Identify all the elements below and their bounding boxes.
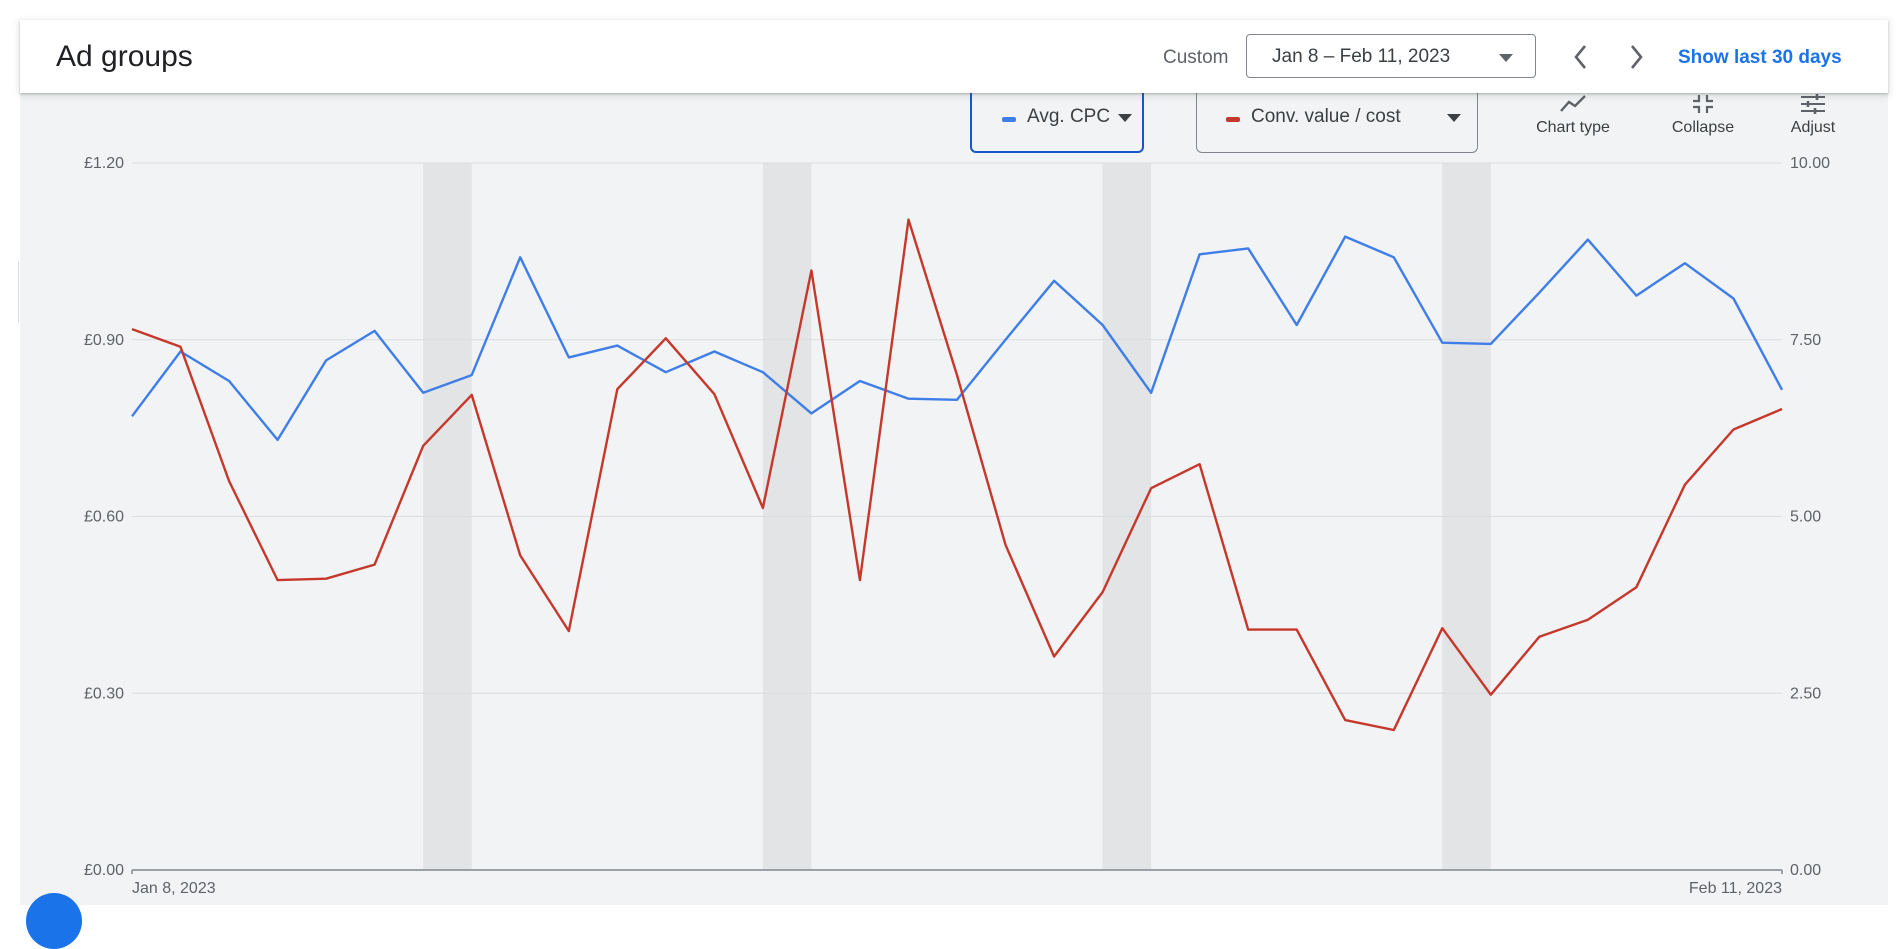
metric-selector-avg-cpc[interactable]: Avg. CPC — [970, 93, 1144, 153]
adjust-label: Adjust — [1790, 119, 1836, 136]
y-right-tick-label: 2.50 — [1790, 685, 1821, 702]
line-chart-icon — [1560, 95, 1586, 112]
date-range-select[interactable]: Jan 8 – Feb 11, 2023 — [1246, 34, 1536, 78]
collapse-label: Collapse — [1671, 119, 1735, 136]
conv-value-cost-swatch — [1226, 117, 1240, 122]
avg-cpc-swatch — [1002, 117, 1016, 122]
date-range-value: Jan 8 – Feb 11, 2023 — [1272, 46, 1451, 67]
metric-label-conv-value-cost: Conv. value / cost — [1251, 106, 1401, 127]
page-title: Ad groups — [56, 40, 193, 73]
y-left-tick-label: £0.90 — [84, 332, 124, 349]
y-left-tick-label: £1.20 — [84, 155, 124, 172]
caret-down-icon — [1447, 114, 1461, 122]
y-right-tick-label: 7.50 — [1790, 332, 1821, 349]
y-right-tick-label: 0.00 — [1790, 862, 1821, 879]
y-right-tick-label: 10.00 — [1790, 155, 1830, 172]
x-start-tick-label: Jan 8, 2023 — [132, 880, 216, 897]
series-line-avg-cpc — [131, 235, 1784, 442]
chart-type-button[interactable]: Chart type — [1518, 93, 1628, 153]
y-right-tick-label: 5.00 — [1790, 509, 1821, 526]
chevron-left-icon[interactable] — [1568, 42, 1592, 72]
chart-panel: £0.00 0.00 £0.30 2.50 £0.60 5.00 £0.90 7.50 £1.2… — [20, 93, 1888, 905]
y-left-tick-label: £0.60 — [84, 509, 124, 526]
caret-down-icon — [1118, 114, 1132, 122]
x-end-tick-label: Feb 11, 2023 — [1689, 880, 1782, 897]
y-left-tick-label: £0.30 — [84, 685, 124, 702]
page-header: Ad groups Custom Jan 8 – Feb 11, 2023 Sh… — [20, 20, 1888, 93]
show-last-30-days-link[interactable]: Show last 30 days — [1678, 47, 1842, 68]
metric-selector-conv-value-cost[interactable]: Conv. value / cost — [1196, 93, 1478, 153]
collapse-icon — [1693, 95, 1713, 113]
chart-type-label: Chart type — [1536, 119, 1610, 136]
line-chart: £0.00 0.00 £0.30 2.50 £0.60 5.00 £0.90 7.50 £1.2… — [84, 155, 1830, 897]
caret-down-icon — [1499, 54, 1513, 62]
date-mode-label: Custom — [1163, 47, 1229, 68]
collapse-button[interactable]: Collapse — [1648, 93, 1758, 153]
adjust-button[interactable]: Adjust — [1758, 93, 1868, 153]
panel-edge-marker — [18, 262, 19, 322]
adjust-icon — [1801, 94, 1825, 114]
metric-label-avg-cpc: Avg. CPC — [1027, 106, 1111, 127]
add-button[interactable] — [26, 893, 82, 949]
series-line-conv-value-cost — [131, 218, 1783, 732]
y-left-tick-label: £0.00 — [84, 862, 124, 879]
chevron-right-icon[interactable] — [1625, 42, 1649, 72]
